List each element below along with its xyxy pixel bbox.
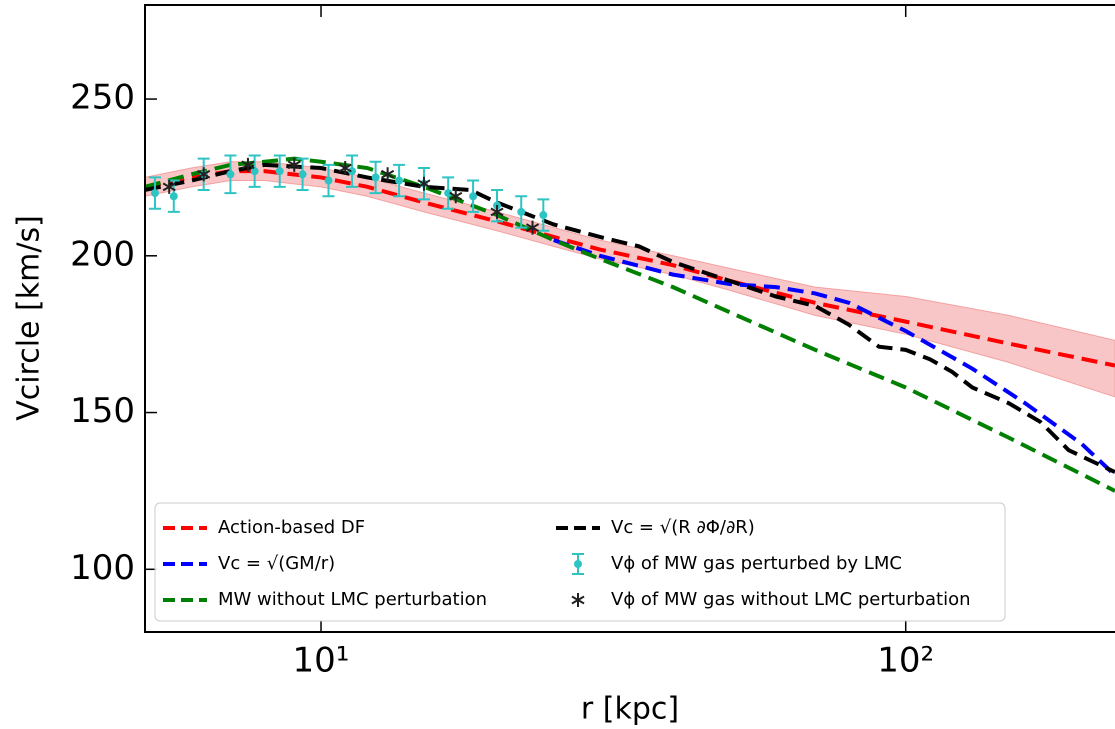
frame bbox=[144, 4, 1115, 633]
y-axis-label: Vcircle [km/s] bbox=[12, 215, 47, 421]
star-marker bbox=[449, 189, 463, 204]
point bbox=[517, 207, 526, 216]
line bbox=[145, 162, 1115, 474]
star-marker bbox=[490, 204, 504, 219]
star-marker bbox=[197, 167, 211, 182]
star-marker bbox=[241, 157, 255, 172]
point bbox=[444, 189, 453, 198]
legend-handle bbox=[571, 593, 585, 607]
band bbox=[145, 161, 1115, 398]
star-marker bbox=[381, 167, 395, 182]
point bbox=[469, 192, 478, 201]
point bbox=[250, 167, 259, 176]
line bbox=[145, 169, 1115, 368]
star-marker bbox=[417, 176, 431, 191]
star-marker bbox=[525, 220, 540, 235]
legend-label: Vϕ of MW gas without LMC perturbation bbox=[611, 589, 971, 610]
point bbox=[348, 167, 357, 176]
y-tick-label: 150 bbox=[70, 391, 135, 431]
legend-label: Vϕ of MW gas perturbed by LMC bbox=[611, 553, 902, 574]
star-marker bbox=[338, 161, 352, 176]
y-tick-label: 250 bbox=[70, 78, 135, 118]
legend-label: Action-based DF bbox=[218, 517, 365, 538]
point bbox=[539, 211, 548, 220]
line bbox=[553, 238, 1115, 477]
star-marker bbox=[162, 179, 176, 194]
point bbox=[169, 192, 178, 201]
x-axis-label: r [kpc] bbox=[581, 692, 679, 727]
point bbox=[226, 170, 235, 179]
plot-area bbox=[145, 154, 1115, 493]
y-tick-label: 200 bbox=[70, 234, 135, 274]
legend-label: Vc = √(R ∂Φ/∂R) bbox=[611, 517, 755, 538]
y-tick-label: 100 bbox=[70, 548, 135, 588]
x-tick-label: 10¹ bbox=[293, 641, 350, 681]
legend-label: MW without LMC perturbation bbox=[218, 589, 487, 610]
point bbox=[275, 167, 284, 176]
point bbox=[150, 189, 159, 198]
legend-label: Vc = √(GM/r) bbox=[218, 553, 335, 574]
x-tick-label: 10² bbox=[877, 641, 934, 681]
point bbox=[395, 176, 404, 185]
point bbox=[371, 173, 380, 182]
legend-handle bbox=[574, 560, 582, 568]
point bbox=[298, 170, 307, 179]
point bbox=[324, 176, 333, 185]
star-marker bbox=[287, 157, 301, 172]
